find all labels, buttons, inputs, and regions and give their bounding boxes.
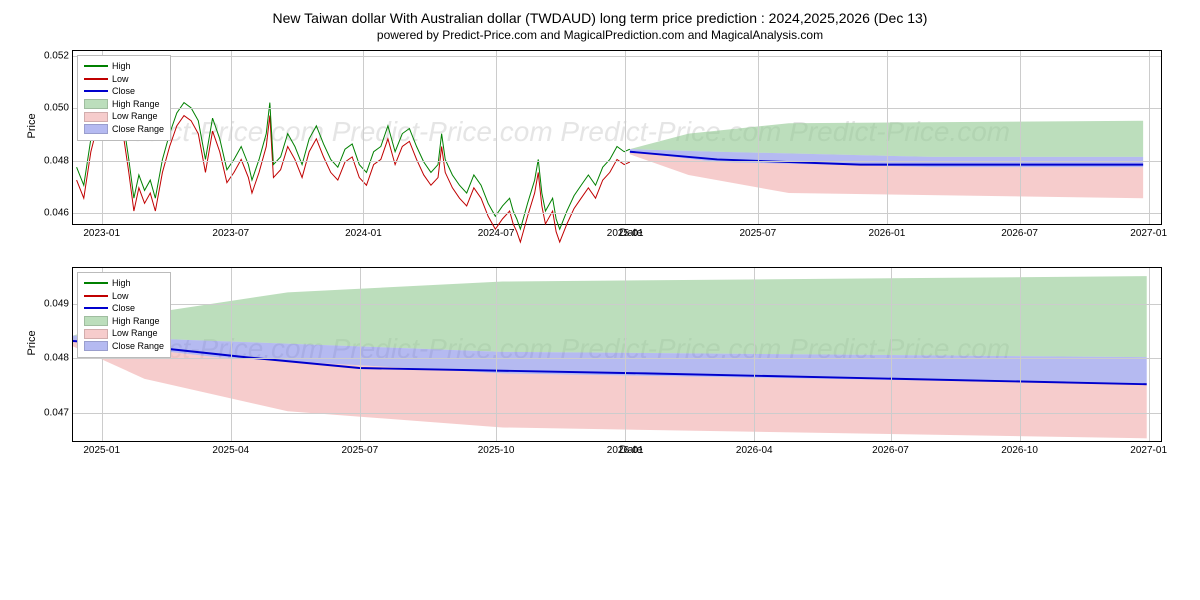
gridline-v bbox=[360, 268, 361, 441]
ytick-label: 0.049 bbox=[44, 298, 73, 309]
xtick-label: 2025-10 bbox=[478, 441, 515, 456]
gridline-v bbox=[363, 51, 364, 224]
gridline-v bbox=[887, 51, 888, 224]
legend-swatch bbox=[84, 90, 108, 92]
ytick-label: 0.050 bbox=[44, 103, 73, 114]
legend-swatch bbox=[84, 316, 108, 326]
legend-label: Low bbox=[112, 73, 129, 86]
xtick-label: 2025-07 bbox=[341, 441, 378, 456]
top-chart-svg bbox=[73, 51, 1161, 224]
legend-label: High Range bbox=[112, 315, 160, 328]
legend-label: Low bbox=[112, 290, 129, 303]
gridline-h bbox=[73, 413, 1161, 414]
xtick-label: 2026-01 bbox=[607, 441, 644, 456]
gridline-v bbox=[758, 51, 759, 224]
gridline-v bbox=[231, 268, 232, 441]
legend-swatch bbox=[84, 78, 108, 80]
gridline-h bbox=[73, 108, 1161, 109]
ytick-label: 0.048 bbox=[44, 353, 73, 364]
xtick-label: 2026-04 bbox=[736, 441, 773, 456]
chart-subtitle: powered by Predict-Price.com and Magical… bbox=[10, 28, 1190, 42]
legend-item: Close Range bbox=[84, 340, 164, 353]
legend-label: Close Range bbox=[112, 123, 164, 136]
xtick-label: 2026-10 bbox=[1001, 441, 1038, 456]
xtick-label: 2023-07 bbox=[212, 224, 249, 239]
legend-swatch bbox=[84, 282, 108, 284]
gridline-v bbox=[496, 51, 497, 224]
legend: HighLowCloseHigh RangeLow RangeClose Ran… bbox=[77, 55, 171, 141]
ytick-label: 0.046 bbox=[44, 207, 73, 218]
ytick-label: 0.052 bbox=[44, 51, 73, 62]
gridline-v bbox=[1149, 51, 1150, 224]
chart-container: New Taiwan dollar With Australian dollar… bbox=[10, 10, 1190, 456]
legend-swatch bbox=[84, 341, 108, 351]
xtick-label: 2027-01 bbox=[1130, 441, 1167, 456]
legend-swatch bbox=[84, 99, 108, 109]
legend-item: High Range bbox=[84, 315, 164, 328]
legend-label: High Range bbox=[112, 98, 160, 111]
gridline-h bbox=[73, 213, 1161, 214]
legend-swatch bbox=[84, 295, 108, 297]
legend-label: Low Range bbox=[112, 110, 158, 123]
gridline-v bbox=[1149, 268, 1150, 441]
legend-item: Low Range bbox=[84, 110, 164, 123]
legend-label: High bbox=[112, 277, 131, 290]
xtick-label: 2025-04 bbox=[212, 441, 249, 456]
legend-label: Close bbox=[112, 85, 135, 98]
legend-swatch bbox=[84, 112, 108, 122]
legend-item: Low Range bbox=[84, 327, 164, 340]
legend-item: Close bbox=[84, 302, 164, 315]
legend-swatch bbox=[84, 307, 108, 309]
legend-item: Close Range bbox=[84, 123, 164, 136]
xtick-label: 2024-07 bbox=[478, 224, 515, 239]
gridline-v bbox=[625, 268, 626, 441]
xtick-label: 2026-07 bbox=[1001, 224, 1038, 239]
legend-item: Low bbox=[84, 290, 164, 303]
ytick-label: 0.047 bbox=[44, 407, 73, 418]
legend-swatch bbox=[84, 329, 108, 339]
xtick-label: 2023-01 bbox=[83, 224, 120, 239]
xtick-label: 2025-01 bbox=[607, 224, 644, 239]
legend-label: High bbox=[112, 60, 131, 73]
legend-swatch bbox=[84, 65, 108, 67]
legend-item: Low bbox=[84, 73, 164, 86]
xtick-label: 2026-07 bbox=[872, 441, 909, 456]
gridline-v bbox=[231, 51, 232, 224]
gridline-h bbox=[73, 56, 1161, 57]
legend-label: Low Range bbox=[112, 327, 158, 340]
gridline-v bbox=[891, 268, 892, 441]
xtick-label: 2026-01 bbox=[869, 224, 906, 239]
legend-label: Close bbox=[112, 302, 135, 315]
gridline-h bbox=[73, 161, 1161, 162]
ytick-label: 0.048 bbox=[44, 155, 73, 166]
y-axis-label: Price bbox=[26, 330, 38, 355]
gridline-v bbox=[625, 51, 626, 224]
gridline-h bbox=[73, 304, 1161, 305]
gridline-v bbox=[496, 268, 497, 441]
legend-item: High Range bbox=[84, 98, 164, 111]
gridline-v bbox=[1020, 268, 1021, 441]
legend-item: Close bbox=[84, 85, 164, 98]
legend: HighLowCloseHigh RangeLow RangeClose Ran… bbox=[77, 272, 171, 358]
top-chart-panel: Predict-Price.com Predict-Price.com Pred… bbox=[72, 50, 1162, 225]
gridline-v bbox=[1020, 51, 1021, 224]
xtick-label: 2025-01 bbox=[83, 441, 120, 456]
y-axis-label: Price bbox=[26, 113, 38, 138]
legend-item: High bbox=[84, 60, 164, 73]
chart-title: New Taiwan dollar With Australian dollar… bbox=[10, 10, 1190, 26]
gridline-v bbox=[754, 268, 755, 441]
gridline-h bbox=[73, 358, 1161, 359]
xtick-label: 2024-01 bbox=[345, 224, 382, 239]
legend-label: Close Range bbox=[112, 340, 164, 353]
legend-swatch bbox=[84, 124, 108, 134]
xtick-label: 2027-01 bbox=[1130, 224, 1167, 239]
xtick-label: 2025-07 bbox=[739, 224, 776, 239]
legend-item: High bbox=[84, 277, 164, 290]
bottom-chart-svg bbox=[73, 268, 1161, 441]
bottom-chart-panel: Predict-Price.com Predict-Price.com Pred… bbox=[72, 267, 1162, 442]
